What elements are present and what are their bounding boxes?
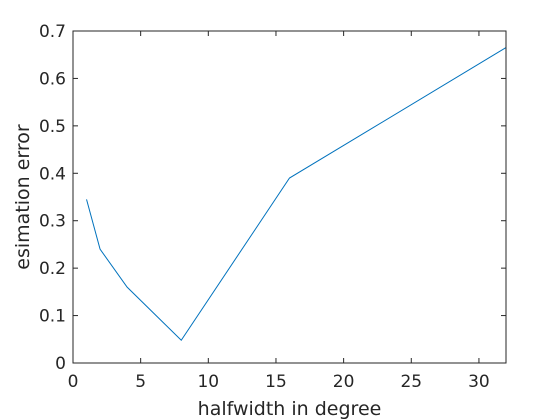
x-axis-title: halfwidth in degree — [198, 398, 382, 420]
x-tick-label: 15 — [265, 372, 287, 392]
x-tick-label: 10 — [197, 372, 219, 392]
y-tick-label: 0.4 — [39, 164, 66, 184]
ticks-layer: 0 5 10 15 20 25 30 0 0.1 0.2 0.3 0.4 0.5 0.6 0.7 — [39, 22, 506, 392]
x-tick-label: 25 — [400, 372, 422, 392]
y-tick-label: 0.3 — [39, 212, 66, 232]
y-tick-label: 0.7 — [39, 22, 66, 42]
y-tick-label: 0.2 — [39, 259, 66, 279]
x-tick-label: 0 — [68, 372, 79, 392]
series-layer — [86, 47, 507, 342]
x-tick-label: 20 — [333, 372, 355, 392]
y-tick-label: 0.5 — [39, 117, 66, 137]
y-tick-label: 0 — [55, 354, 66, 374]
x-tick-label: 5 — [135, 372, 146, 392]
y-tick-label: 0.6 — [39, 69, 66, 89]
plot-area-box — [72, 30, 507, 364]
y-axis-title: esimation error — [12, 124, 34, 270]
y-tick-label: 0.1 — [39, 307, 66, 327]
x-tick-label: 30 — [468, 372, 490, 392]
series-line — [86, 47, 507, 342]
